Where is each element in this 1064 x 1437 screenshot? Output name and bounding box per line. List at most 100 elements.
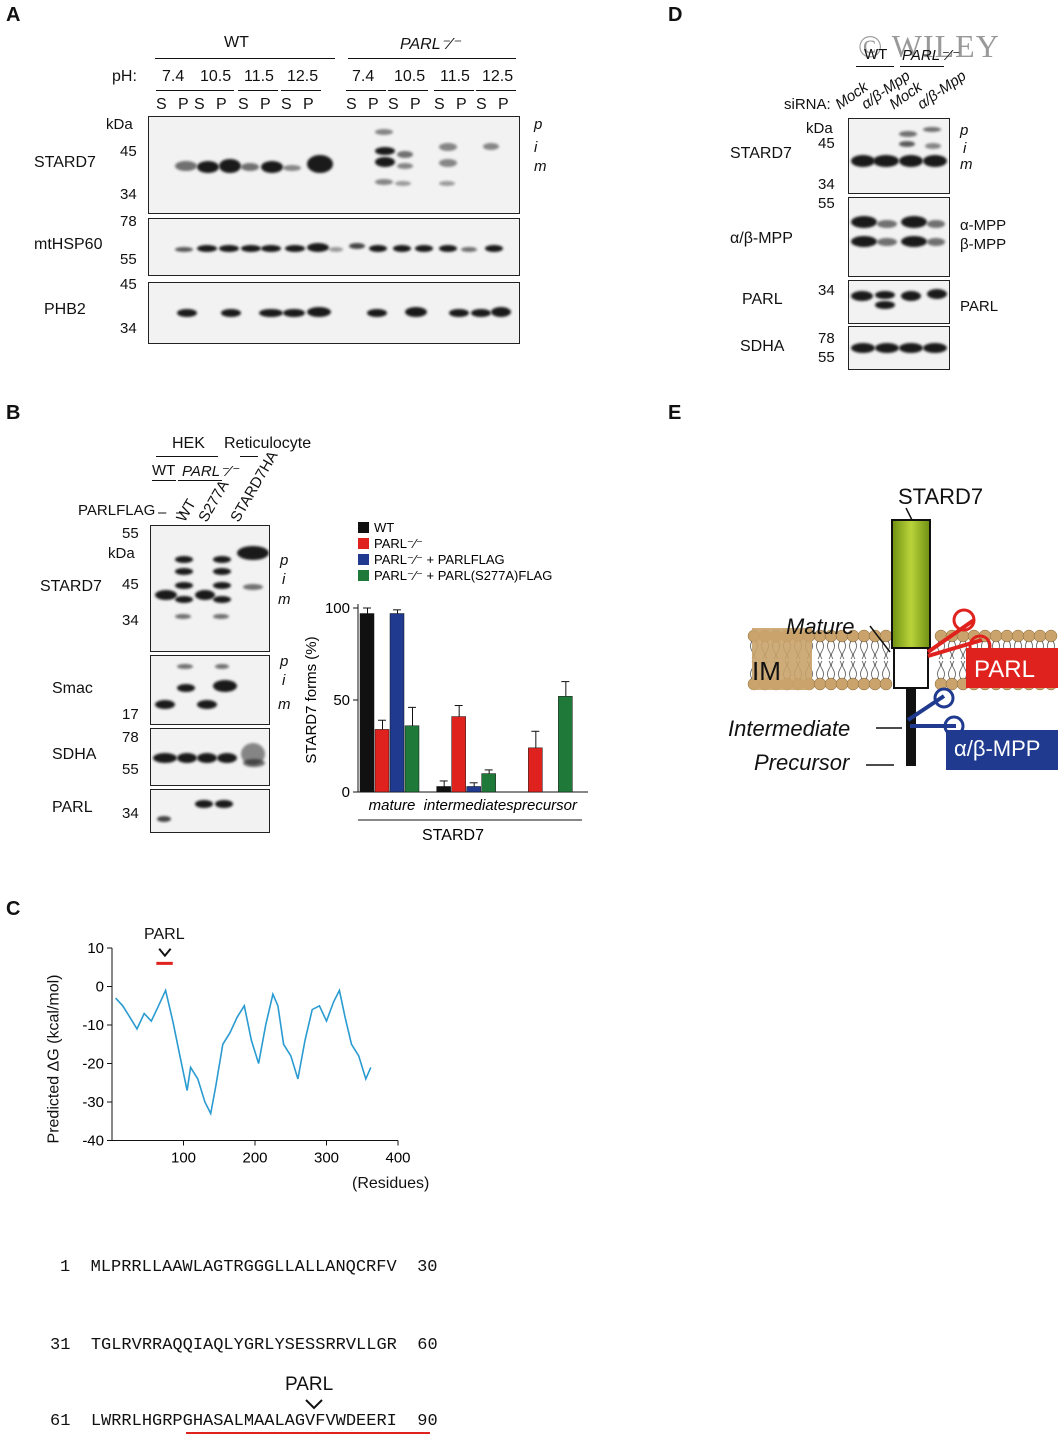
blot-band <box>877 238 897 246</box>
blot-band <box>157 816 171 822</box>
blot-d-parl <box>848 280 950 324</box>
marker: 45 <box>120 276 137 293</box>
lipid-head <box>824 677 838 691</box>
lipid-tail <box>882 660 890 680</box>
blot-band <box>307 155 333 173</box>
lipid-head <box>1011 629 1025 643</box>
y-tick-label: -30 <box>82 1094 104 1111</box>
blot-band <box>155 590 177 600</box>
ph-value: 12.5 <box>287 68 319 85</box>
blot-band <box>923 343 947 353</box>
b-sdha-label: SDHA <box>52 746 97 763</box>
blot-band <box>375 147 395 155</box>
blot-band <box>213 680 237 692</box>
b-stard7-label: STARD7 <box>40 578 102 595</box>
panel-d-label: D <box>668 4 683 26</box>
marker: 55 <box>122 525 139 542</box>
marker: 78 <box>122 729 139 746</box>
lipid-head <box>945 677 959 691</box>
lipid-tail <box>860 640 868 660</box>
blot-band <box>285 245 305 252</box>
membrane-diagram <box>747 507 1060 770</box>
fraction-label: P <box>410 96 421 113</box>
blot-a-stard7-label: STARD7 <box>34 154 96 171</box>
legend-label: PARL⁻⁄⁻ + PARLFLAG <box>374 552 505 567</box>
blot-band <box>923 155 947 167</box>
d-mpp-label: α/β-MPP <box>730 230 793 247</box>
x-tick-label: 400 <box>385 1150 410 1167</box>
blot-band <box>177 753 197 763</box>
seq-line-1: 1 MLPRRLLAAWLAGTRGGGLLALLANQCRFV 30 <box>60 1258 438 1277</box>
marker: 45 <box>120 143 137 160</box>
blot-band <box>899 155 923 167</box>
legend-label: WT <box>374 520 394 535</box>
blot-band <box>217 753 237 763</box>
marker: 55 <box>818 195 835 212</box>
c-parl-label: PARL <box>144 926 185 943</box>
y-tick-label: -10 <box>82 1017 104 1034</box>
blot-band <box>283 165 301 171</box>
blot-band <box>307 307 331 317</box>
blot-band <box>213 596 231 603</box>
d-parl-label: PARL <box>742 291 783 308</box>
b-lane-4: S277A <box>195 477 233 525</box>
blot-d-sdha <box>848 326 950 370</box>
intermediate-label: Intermediate <box>728 716 851 741</box>
lipid-tail <box>816 660 824 680</box>
blot-a-phb2-label: PHB2 <box>44 301 86 318</box>
blot-band <box>439 245 457 252</box>
mpp-scissors-icon <box>906 694 956 728</box>
marker: 34 <box>122 612 139 629</box>
form-i: i <box>282 571 286 588</box>
blot-band <box>471 309 491 317</box>
blot-band <box>375 157 395 167</box>
y-tick-label: 10 <box>87 940 104 957</box>
lipid-head <box>846 677 860 691</box>
blot-band <box>877 220 897 228</box>
blot-band <box>485 245 503 252</box>
im-block <box>752 628 812 690</box>
parl-box-label: PARL <box>974 656 1035 683</box>
lipid-tail <box>827 640 835 660</box>
blot-band <box>175 568 193 575</box>
blot-band <box>283 309 305 317</box>
blot-a-phb2 <box>148 282 520 344</box>
d-parl-ko-label: PARL⁻⁄⁻ <box>902 47 959 64</box>
blot-band <box>851 236 877 247</box>
parl-box <box>966 648 1058 688</box>
panel-b-label: B <box>6 402 21 424</box>
blot-band <box>395 181 411 186</box>
panel-a-label: A <box>6 4 21 26</box>
fraction-label: S <box>434 96 445 113</box>
blot-band <box>221 309 241 317</box>
blot-band <box>215 800 233 808</box>
marker: 34 <box>818 282 835 299</box>
blot-band <box>243 759 265 767</box>
lipid-tail <box>849 660 857 680</box>
lipid-head <box>879 677 893 691</box>
legend-swatch <box>358 570 369 581</box>
blot-band <box>175 614 191 619</box>
blot-band <box>153 753 177 763</box>
fraction-label: S <box>281 96 292 113</box>
seq-parl-label: PARL <box>285 1374 334 1395</box>
bar <box>451 716 466 793</box>
kda-label: kDa <box>806 120 833 137</box>
sirna-label: siRNA: <box>784 96 831 113</box>
stard7-forms-chart: 0 50 100 STARD7 forms (%) mature intermediate… <box>303 520 588 844</box>
blot-band <box>243 584 263 590</box>
marker: 34 <box>818 176 835 193</box>
y-tick-label: 100 <box>325 600 350 617</box>
mpp-box-label: α/β-MPP <box>954 736 1041 761</box>
marker: 55 <box>122 761 139 778</box>
fraction-label: S <box>476 96 487 113</box>
dg-xlabel: (Residues) <box>352 1175 430 1192</box>
ph-value: 11.5 <box>440 68 470 85</box>
beta-mpp-label: β-MPP <box>960 236 1007 253</box>
blot-band <box>405 307 427 317</box>
fraction-label: P <box>456 96 467 113</box>
blot-band <box>241 245 261 252</box>
form-i: i <box>282 672 286 689</box>
lipid-head <box>857 629 871 643</box>
blot-band <box>197 245 217 252</box>
